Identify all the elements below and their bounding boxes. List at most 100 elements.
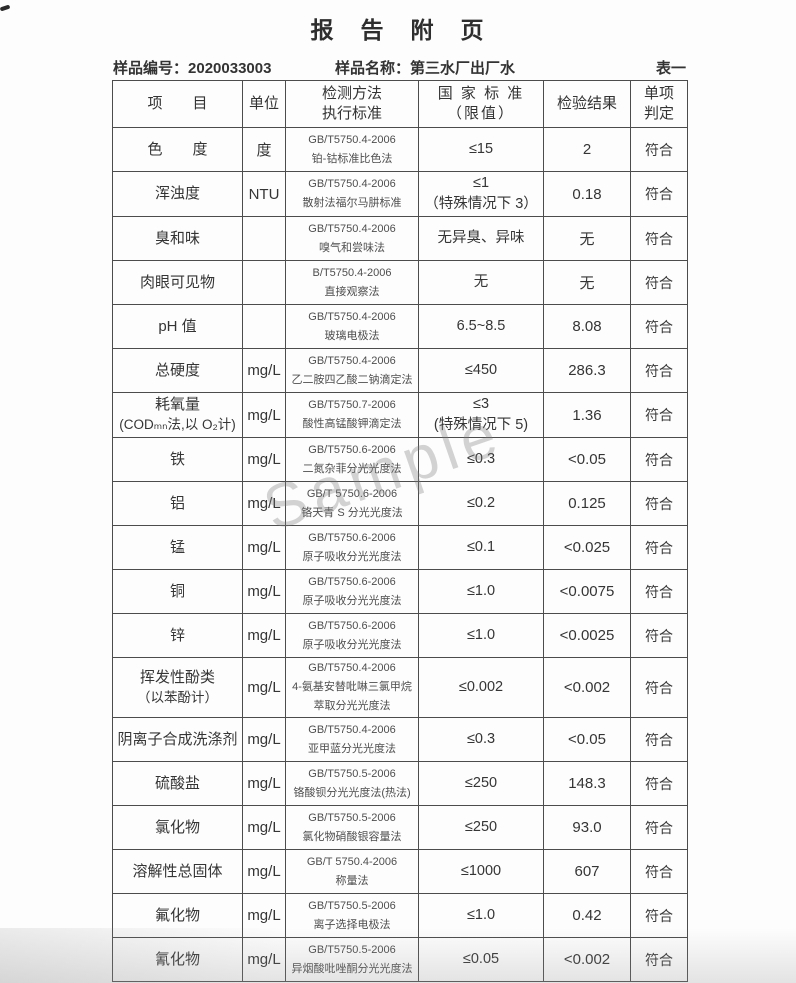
table-row: 肉眼可见物 B/T5750.4-2006 直接观察法 无 无 符合	[112, 260, 688, 305]
item-line: pH 值	[158, 317, 197, 335]
standard-cell: ≤3 (特殊情况下 5)	[418, 392, 544, 438]
unit-cell: mg/L	[242, 569, 286, 614]
judgment-cell: 符合	[630, 304, 688, 349]
result-cell: 0.125	[543, 481, 631, 526]
standard-line: ≤250	[464, 775, 498, 791]
standard-line: ≤0.3	[466, 731, 496, 747]
table-row: 色 度 度 GB/T5750.4-2006 铂-钴标准比色法 ≤15 2 符合	[112, 127, 688, 172]
judgment-cell: 符合	[630, 481, 688, 526]
method-line: GB/T5750.4-2006	[308, 354, 396, 367]
result-cell: 无	[543, 216, 631, 261]
standard-cell: ≤15	[418, 127, 544, 172]
judgment-cell: 符合	[630, 171, 688, 217]
method-cell: GB/T5750.6-2006 原子吸收分光光度法	[285, 569, 419, 614]
result-cell: 1.36	[543, 392, 631, 438]
item-line: 臭和味	[154, 229, 200, 247]
item-cell: 臭和味	[112, 216, 243, 261]
item-cell: 铜	[112, 569, 243, 614]
judgment-cell: 符合	[630, 657, 688, 718]
method-line: 铬酸钡分光光度法(热法)	[293, 786, 411, 799]
header-judgment-line: 判定	[643, 105, 674, 122]
item-line: 铝	[169, 494, 185, 512]
item-line: 锰	[169, 538, 185, 556]
judgment-cell: 符合	[630, 805, 688, 850]
item-cell: 阴离子合成洗涤剂	[112, 717, 243, 762]
header-item: 项 目	[112, 80, 243, 128]
item-line: 锌	[169, 626, 185, 644]
result-cell: 2	[543, 127, 631, 172]
method-line: GB/T5750.4-2006	[308, 662, 396, 674]
item-line: 耗氧量	[154, 396, 200, 413]
standard-line: ≤1000	[460, 863, 502, 879]
method-line: 酸性高锰酸钾滴定法	[302, 418, 402, 430]
result-cell: <0.002	[543, 937, 631, 982]
table-row: 臭和味 GB/T5750.4-2006 嗅气和尝味法 无异臭、异味 无 符合	[112, 216, 688, 261]
unit-cell: mg/L	[242, 613, 286, 658]
item-cell: 耗氧量 (CODₘₙ法,以 O₂计)	[112, 392, 243, 438]
method-line: GB/T5750.6-2006	[308, 531, 396, 544]
result-cell: <0.05	[543, 717, 631, 762]
method-cell: GB/T5750.5-2006 氯化物硝酸银容量法	[285, 805, 419, 850]
method-line: GB/T5750.4-2006	[308, 222, 396, 235]
result-cell: <0.025	[543, 525, 631, 570]
header-method-line: 检测方法	[321, 85, 382, 102]
unit-cell: mg/L	[242, 481, 286, 526]
standard-cell: ≤450	[418, 348, 544, 393]
item-line: 铜	[169, 582, 185, 600]
item-cell: pH 值	[112, 304, 243, 349]
item-line: 挥发性酚类	[139, 668, 215, 686]
method-cell: GB/T 5750.4-2006 称量法	[285, 849, 419, 894]
standard-line: ≤3	[472, 396, 490, 412]
method-line: 原子吸收分光光度法	[302, 594, 402, 607]
item-line: 氟化物	[154, 906, 200, 924]
standard-line: ≤1.0	[466, 907, 496, 923]
judgment-cell: 符合	[630, 525, 688, 570]
standard-cell: 无	[418, 260, 544, 305]
method-line: 玻璃电极法	[324, 329, 380, 342]
table-row: 阴离子合成洗涤剂 mg/L GB/T5750.4-2006 亚甲蓝分光光度法 ≤0…	[112, 717, 688, 762]
unit-cell: mg/L	[242, 937, 286, 982]
standard-cell: ≤1000	[418, 849, 544, 894]
header-standard: 国 家 标 准 （限值）	[418, 80, 544, 128]
method-cell: GB/T5750.4-2006 散射法福尔马肼标准	[285, 171, 419, 217]
unit-cell: mg/L	[242, 525, 286, 570]
standard-cell: ≤250	[418, 761, 544, 806]
method-line: GB/T5750.5-2006	[308, 767, 396, 780]
method-line: 嗅气和尝味法	[319, 241, 385, 254]
item-line: 硫酸盐	[154, 774, 200, 792]
method-line: 直接观察法	[324, 285, 380, 298]
item-cell: 色 度	[112, 127, 243, 172]
item-cell: 锰	[112, 525, 243, 570]
item-line: 溶解性总固体	[132, 862, 223, 880]
judgment-cell: 符合	[630, 761, 688, 806]
method-line: GB/T5750.5-2006	[308, 811, 396, 824]
standard-line: 6.5~8.5	[456, 318, 506, 334]
judgment-cell: 符合	[630, 392, 688, 438]
judgment-cell: 符合	[630, 437, 688, 482]
item-cell: 氯化物	[112, 805, 243, 850]
unit-cell: mg/L	[242, 849, 286, 894]
unit-cell: mg/L	[242, 893, 286, 938]
standard-cell: 无异臭、异味	[418, 216, 544, 261]
sample-number-label: 样品编号：	[113, 60, 189, 77]
result-cell: 93.0	[543, 805, 631, 850]
item-line: (CODₘₙ法,以 O₂计)	[119, 417, 236, 432]
table-row: 铁 mg/L GB/T5750.6-2006 二氮杂菲分光光度法 ≤0.3 <0.…	[112, 437, 688, 482]
result-cell: <0.002	[543, 657, 631, 718]
method-cell: GB/T5750.4-2006 4-氨基安替吡啉三氯甲烷 萃取分光光度法	[285, 657, 419, 718]
table-row: 铜 mg/L GB/T5750.6-2006 原子吸收分光光度法 ≤1.0 <0.…	[112, 569, 688, 614]
method-line: 散射法福尔马肼标准	[302, 197, 402, 209]
method-line: 氯化物硝酸银容量法	[302, 830, 402, 843]
method-line: 称量法	[335, 874, 369, 887]
unit-cell: mg/L	[242, 437, 286, 482]
method-line: GB/T5750.4-2006	[308, 310, 396, 323]
unit-cell	[242, 216, 286, 261]
item-line: 阴离子合成洗涤剂	[117, 730, 238, 748]
method-cell: GB/T5750.4-2006 乙二胺四乙酸二钠滴定法	[285, 348, 419, 393]
item-cell: 总硬度	[112, 348, 243, 393]
result-cell: 0.42	[543, 893, 631, 938]
item-line: 浑浊度	[154, 185, 200, 202]
method-line: GB/T5750.6-2006	[308, 575, 396, 588]
result-cell: <0.0025	[543, 613, 631, 658]
